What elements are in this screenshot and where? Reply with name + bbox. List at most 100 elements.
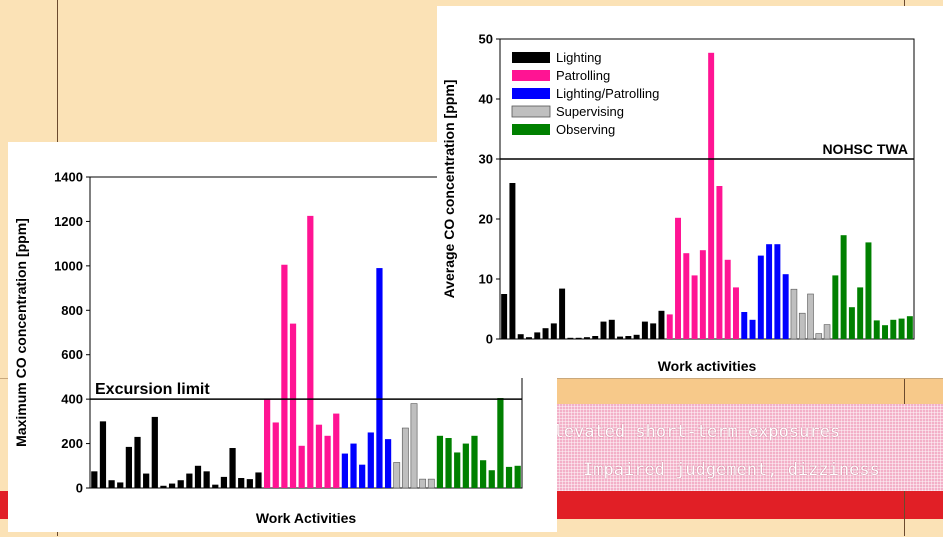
y-axis-label: Average CO concentration [ppm] — [441, 80, 457, 299]
bar — [341, 453, 348, 488]
y-tick-label: 1200 — [54, 214, 83, 229]
y-tick-label: 1000 — [54, 258, 83, 273]
bar — [782, 274, 789, 339]
y-tick-label: 200 — [61, 436, 83, 451]
bar — [790, 288, 798, 340]
legend-swatch — [512, 52, 550, 63]
bar — [194, 465, 202, 488]
bar — [324, 435, 331, 488]
bar — [550, 323, 557, 339]
callout-line-1: ➤Elevated short-term exposures — [533, 422, 840, 442]
bar — [108, 480, 115, 488]
bar — [91, 471, 98, 488]
bar — [117, 482, 124, 488]
bar — [384, 439, 392, 488]
bar — [625, 336, 632, 339]
bar — [683, 253, 690, 339]
bar — [898, 318, 905, 339]
bar — [675, 217, 682, 339]
bar — [650, 323, 657, 339]
callout-box: ➤Elevated short-term exposures Impaired … — [523, 404, 943, 491]
bar — [151, 416, 158, 488]
reference-line-label: NOHSC TWA — [822, 141, 908, 157]
bar — [393, 462, 401, 489]
bar — [462, 443, 469, 488]
y-tick-label: 20 — [479, 212, 493, 227]
legend-label: Lighting/Patrolling — [556, 86, 659, 101]
legend-label: Lighting — [556, 50, 602, 65]
y-tick-label: 40 — [479, 92, 493, 107]
bar — [617, 336, 624, 339]
bar — [401, 427, 409, 489]
bar — [848, 307, 855, 339]
bar — [633, 334, 640, 339]
bar — [436, 435, 444, 488]
bar — [798, 312, 806, 340]
reference-line-label: Excursion limit — [95, 381, 210, 398]
bar — [220, 476, 228, 488]
bar — [333, 413, 340, 488]
bar — [289, 323, 297, 488]
bar — [807, 293, 814, 340]
bar — [315, 424, 323, 488]
bar — [865, 242, 872, 339]
bar — [212, 484, 219, 488]
bar — [246, 479, 253, 488]
bar — [840, 235, 847, 339]
bar — [125, 446, 132, 488]
bar — [823, 324, 831, 340]
legend-label: Observing — [556, 122, 615, 137]
bar — [708, 52, 715, 340]
bar — [882, 325, 889, 339]
bar — [873, 320, 880, 339]
bar — [766, 244, 773, 339]
y-tick-label: 30 — [479, 152, 493, 167]
bar — [272, 422, 279, 488]
y-tick-label: 1400 — [54, 170, 83, 185]
bar — [238, 478, 245, 488]
legend-swatch — [512, 124, 550, 135]
bar — [832, 275, 839, 339]
bar — [480, 460, 487, 488]
bar — [658, 310, 665, 339]
bar — [177, 480, 184, 488]
x-axis-label: Work Activities — [256, 510, 357, 526]
bar — [815, 333, 823, 340]
y-tick-label: 600 — [61, 347, 83, 362]
bar — [454, 452, 461, 488]
bar — [427, 478, 435, 489]
bar — [168, 483, 176, 488]
bar — [501, 294, 508, 339]
y-tick-label: 0 — [486, 332, 493, 347]
legend-swatch — [511, 105, 551, 118]
bar — [699, 250, 706, 339]
bar — [592, 336, 599, 339]
bar — [608, 319, 615, 339]
y-tick-label: 10 — [479, 272, 493, 287]
bar — [542, 328, 549, 339]
x-axis-label: Work activities — [658, 358, 757, 374]
bar — [203, 471, 210, 488]
legend-swatch — [512, 70, 550, 81]
bar — [575, 337, 582, 339]
bar — [525, 337, 532, 339]
bar — [757, 255, 764, 339]
legend-label: Supervising — [556, 104, 624, 119]
bar — [857, 287, 864, 339]
bar — [890, 319, 897, 339]
bar — [567, 337, 574, 339]
y-tick-label: 800 — [61, 303, 83, 318]
bar — [534, 332, 541, 339]
bar — [99, 421, 107, 488]
bar — [716, 186, 723, 339]
bar — [559, 288, 566, 339]
y-axis-label: Maximum CO concentration [ppm] — [13, 218, 29, 447]
bar — [488, 470, 495, 488]
bar — [505, 466, 513, 488]
plot-area — [499, 38, 915, 340]
bar — [497, 398, 504, 488]
bar — [749, 319, 756, 339]
bar — [741, 312, 748, 339]
bar — [514, 465, 521, 488]
